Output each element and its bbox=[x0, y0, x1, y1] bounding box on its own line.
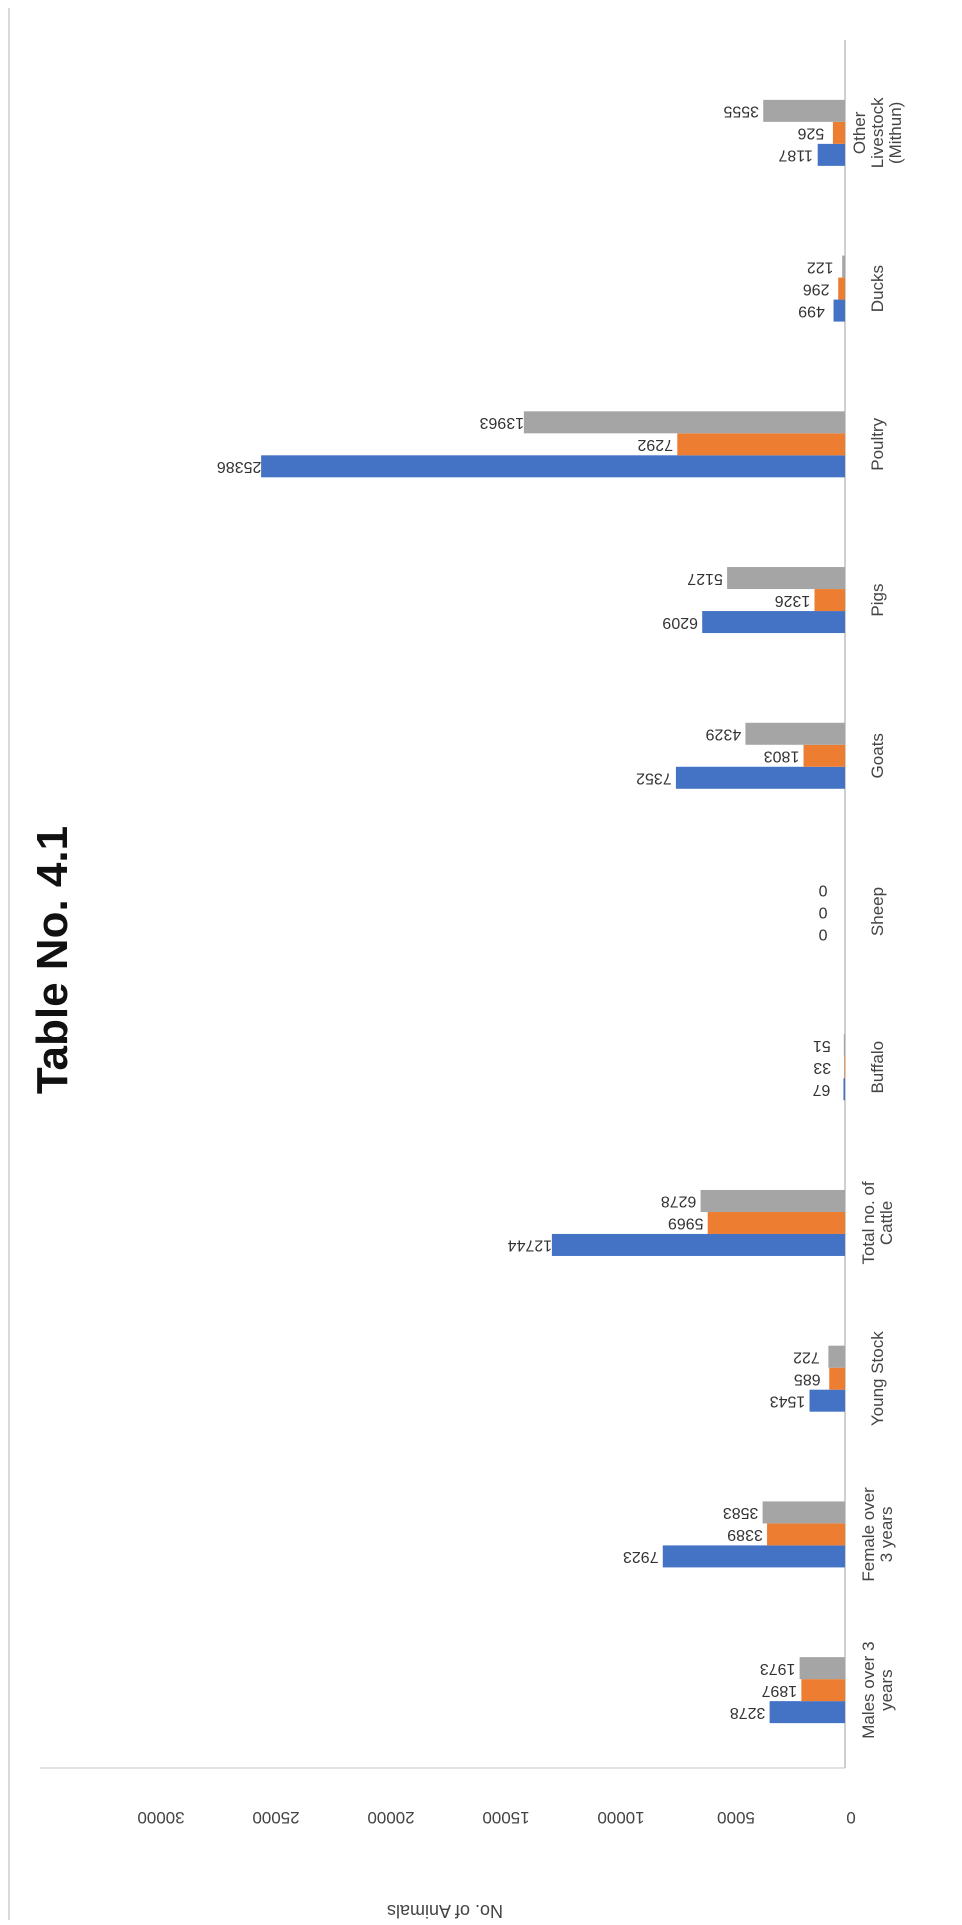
chart-frame bbox=[8, 8, 956, 1920]
bar-1-9 bbox=[833, 299, 845, 322]
bar-3-0 bbox=[799, 1657, 845, 1680]
bar-3-7 bbox=[727, 567, 845, 590]
data-label: 5127 bbox=[687, 570, 723, 587]
y-axis-label: No. of Animals bbox=[387, 1901, 503, 1921]
data-label: 685 bbox=[794, 1370, 821, 1387]
data-label: 13963 bbox=[480, 414, 525, 431]
data-label: 499 bbox=[798, 302, 825, 319]
bar-3-8 bbox=[523, 411, 845, 434]
data-label: 1326 bbox=[775, 592, 811, 609]
category-label: Goats bbox=[868, 733, 887, 778]
data-label: 3555 bbox=[723, 103, 759, 120]
data-label: 0 bbox=[818, 903, 827, 920]
data-label: 12744 bbox=[508, 1237, 553, 1254]
bar-1-2 bbox=[809, 1389, 845, 1412]
bar-2-8 bbox=[677, 433, 845, 456]
data-label: 7292 bbox=[637, 436, 673, 453]
data-label: 1543 bbox=[770, 1392, 806, 1409]
bar-2-1 bbox=[767, 1523, 845, 1546]
category-label: Sheep bbox=[868, 887, 887, 936]
bar-2-2 bbox=[829, 1367, 845, 1390]
chart-title: Table No. 4.1 bbox=[28, 826, 77, 1094]
bar-2-0 bbox=[801, 1679, 845, 1702]
bar-3-9 bbox=[842, 255, 845, 278]
y-tick-label: 0 bbox=[846, 1808, 855, 1827]
data-label: 3389 bbox=[727, 1526, 763, 1543]
data-label: 3583 bbox=[723, 1504, 759, 1521]
category-label: Males over 3years bbox=[859, 1641, 896, 1738]
data-label: 6209 bbox=[662, 614, 698, 631]
category-label: Pigs bbox=[868, 584, 887, 617]
y-tick-label: 20000 bbox=[367, 1808, 414, 1827]
bar-2-4 bbox=[844, 1056, 845, 1079]
y-tick-label: 15000 bbox=[482, 1808, 529, 1827]
bar-1-10 bbox=[817, 143, 845, 166]
bar-1-4 bbox=[843, 1078, 845, 1101]
data-label: 51 bbox=[813, 1037, 831, 1054]
category-label: Ducks bbox=[868, 265, 887, 312]
bar-1-1 bbox=[662, 1545, 845, 1568]
category-label: OtherLivestock(Mithun) bbox=[850, 97, 905, 168]
bar-3-10 bbox=[763, 99, 845, 122]
bar-2-10 bbox=[832, 121, 845, 144]
bar-2-3 bbox=[707, 1211, 845, 1234]
data-label: 0 bbox=[818, 881, 827, 898]
data-label: 33 bbox=[813, 1059, 831, 1076]
bar-1-0 bbox=[769, 1701, 845, 1724]
bar-3-1 bbox=[762, 1501, 845, 1524]
data-label: 25386 bbox=[217, 458, 262, 475]
category-label: Total no. ofCattle bbox=[859, 1181, 896, 1264]
data-label: 7352 bbox=[636, 770, 672, 787]
y-tick-label: 5000 bbox=[717, 1808, 755, 1827]
bar-1-6 bbox=[675, 766, 845, 789]
bar-1-3 bbox=[551, 1233, 845, 1256]
data-label: 6278 bbox=[661, 1193, 697, 1210]
bar-1-7 bbox=[702, 611, 845, 634]
data-label: 1973 bbox=[760, 1660, 796, 1677]
y-tick-label: 25000 bbox=[252, 1808, 299, 1827]
data-label: 1897 bbox=[761, 1682, 797, 1699]
bar-3-2 bbox=[828, 1345, 845, 1368]
y-tick-label: 10000 bbox=[597, 1808, 644, 1827]
bar-3-3 bbox=[700, 1189, 845, 1212]
bar-2-6 bbox=[803, 744, 845, 767]
bar-2-9 bbox=[838, 277, 845, 300]
data-label: 7923 bbox=[623, 1548, 659, 1565]
data-label: 5969 bbox=[668, 1215, 704, 1232]
category-label: Young Stock bbox=[868, 1331, 887, 1426]
category-label: Female over3 years bbox=[859, 1487, 896, 1582]
bar-3-4 bbox=[843, 1034, 845, 1057]
bar-2-7 bbox=[814, 589, 845, 612]
data-label: 122 bbox=[807, 258, 834, 275]
data-label: 722 bbox=[793, 1348, 820, 1365]
data-label: 526 bbox=[797, 125, 824, 142]
y-tick-label: 30000 bbox=[137, 1808, 184, 1827]
bar-3-6 bbox=[745, 722, 845, 745]
category-label: Buffalo bbox=[868, 1041, 887, 1094]
data-label: 3278 bbox=[730, 1704, 766, 1721]
data-label: 1803 bbox=[764, 748, 800, 765]
plot-area: 0 5000 10000 15000 20000 25000 30000 Males over… bbox=[137, 97, 905, 1827]
category-label: Poultry bbox=[868, 417, 887, 470]
data-label: 1187 bbox=[778, 147, 813, 164]
data-label: 4329 bbox=[706, 726, 742, 743]
data-label: 67 bbox=[812, 1081, 830, 1098]
data-label: 0 bbox=[818, 925, 827, 942]
bar-1-8 bbox=[261, 455, 845, 478]
data-label: 296 bbox=[803, 280, 830, 297]
